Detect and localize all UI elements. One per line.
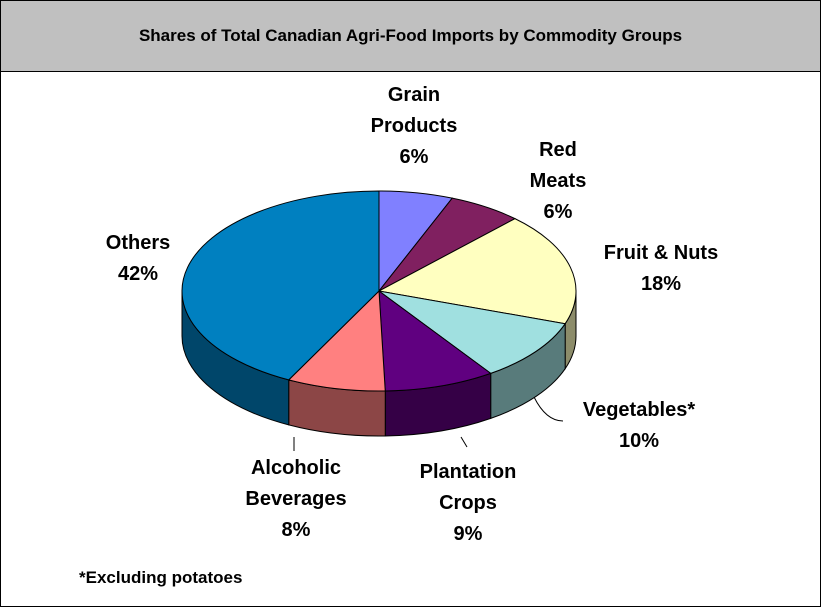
slice-label: Red Meats 6%: [526, 135, 590, 228]
leader-line: [460, 436, 468, 448]
category-label: Grain Products: [370, 84, 458, 137]
value-label: 9%: [453, 523, 483, 545]
leader-lines: [293, 396, 564, 451]
category-label: Vegetables*: [582, 399, 696, 421]
slice-label: Vegetables* 10%: [539, 395, 739, 457]
slice: [378, 290, 567, 374]
value-label: 6%: [543, 201, 573, 223]
slice-label: Grain Products 6%: [359, 80, 469, 173]
chart-title: Shares of Total Canadian Agri-Food Impor…: [1, 1, 820, 72]
leader-line: [533, 396, 564, 422]
value-label: 10%: [618, 430, 660, 452]
slice-label: Alcoholic Beverages 8%: [221, 453, 371, 546]
slice: [181, 190, 380, 381]
category-label: Plantation Crops: [419, 461, 517, 514]
slice-label: Plantation Crops 9%: [398, 457, 538, 550]
slice-label: Fruit & Nuts 18%: [561, 238, 761, 300]
category-label: Fruit & Nuts: [603, 242, 719, 264]
slice: [377, 218, 577, 325]
category-label: Red Meats: [529, 139, 587, 192]
slice-label: Others 42%: [78, 228, 198, 290]
value-label: 18%: [640, 273, 682, 295]
category-label: Others: [105, 232, 171, 254]
footnote: *Excluding potatoes: [79, 568, 243, 587]
slice: [287, 289, 386, 392]
value-label: 6%: [399, 146, 429, 168]
value-label: 8%: [281, 519, 311, 541]
value-label: 42%: [117, 263, 159, 285]
category-label: Alcoholic Beverages: [245, 457, 347, 510]
slice: [378, 289, 492, 392]
